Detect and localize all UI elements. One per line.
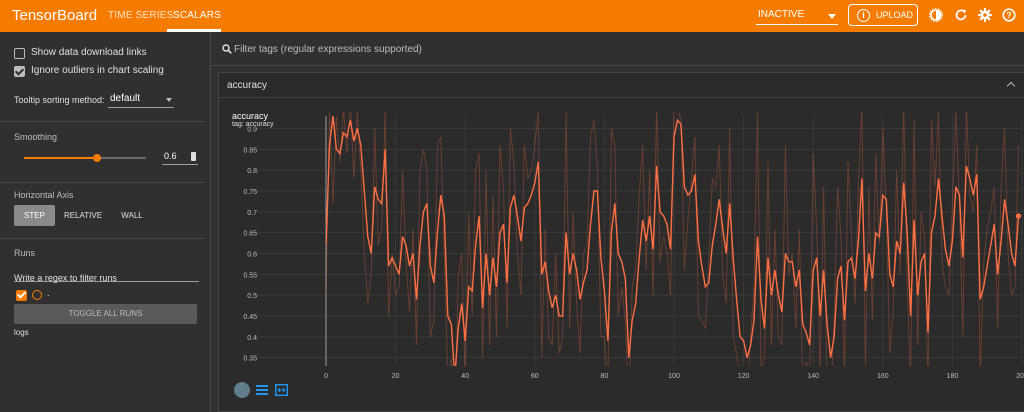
chevron-up-icon[interactable]	[1006, 81, 1016, 91]
y-tick-label: 0.5	[247, 293, 257, 300]
smoothing-slider-thumb[interactable]	[93, 154, 102, 162]
runs-filter-placeholder: Write a regex to filter runs	[14, 273, 117, 283]
y-tick-label: 0.75	[243, 189, 257, 196]
x-tick-label: 20	[392, 373, 400, 380]
settings-gear-icon[interactable]	[978, 8, 992, 22]
run-color-circle-icon[interactable]	[32, 290, 42, 300]
show-download-checkbox[interactable]	[14, 48, 25, 59]
x-tick-label: 0	[324, 373, 328, 380]
chevron-down-icon	[166, 98, 172, 102]
tooltip-sorting-value: default	[110, 93, 141, 104]
runs-title: Runs	[14, 248, 36, 258]
smoothing-title: Smoothing	[14, 132, 58, 142]
y-tick-label: 0.45	[243, 314, 257, 321]
fullscreen-toggle-icon[interactable]	[234, 382, 250, 398]
ignore-outliers-label: Ignore outliers in chart scaling	[31, 65, 164, 76]
y-tick-label: 0.55	[243, 272, 257, 279]
show-download-label: Show data download links	[31, 47, 147, 58]
last-point-marker	[1015, 213, 1022, 219]
upload-label: UPLOAD	[876, 10, 914, 20]
smoothing-input[interactable]: 0.6	[162, 149, 198, 165]
card-title: accuracy	[227, 80, 268, 91]
horizontal-axis-title: Horizontal Axis	[14, 190, 74, 200]
spinner-icon[interactable]	[191, 152, 196, 161]
x-tick-label: 120	[738, 373, 750, 380]
top-app-bar: TensorBoard TIME SERIES SCALARS INACTIVE…	[0, 0, 1024, 32]
smoothing-value: 0.6	[164, 151, 177, 161]
search-icon	[222, 44, 232, 54]
x-tick-label: 60	[531, 373, 539, 380]
accuracy-chart[interactable]: 0.35 0.4 0.45 0.5 0.55 0.6 0.65 0.7 0.75 0.8 0.85 0…	[219, 98, 1024, 412]
tooltip-sorting-select[interactable]: default	[108, 92, 174, 108]
tag-filter-placeholder: Filter tags (regular expressions support…	[234, 44, 422, 55]
reload-icon[interactable]	[954, 8, 968, 22]
x-tick-label: 40	[461, 373, 469, 380]
fit-domain-icon[interactable]	[275, 384, 288, 396]
inactive-plugins-select[interactable]: INACTIVE	[756, 7, 838, 25]
axis-step-button[interactable]: STEP	[14, 205, 55, 226]
accuracy-card-header[interactable]: accuracy	[218, 72, 1024, 98]
help-icon[interactable]: ?	[1002, 8, 1016, 22]
y-tick-label: 0.7	[247, 210, 257, 217]
y-tick-label: 0.8	[247, 168, 257, 175]
y-tick-label: 0.6	[247, 252, 257, 259]
ignore-outliers-checkbox[interactable]	[14, 66, 25, 77]
y-tick-label: 0.4	[247, 335, 257, 342]
runs-filter-input[interactable]: Write a regex to filter runs	[14, 268, 199, 283]
toggle-all-runs-button[interactable]: TOGGLE ALL RUNS	[14, 304, 197, 324]
run-checkbox[interactable]	[16, 290, 27, 301]
chart-title: accuracy	[232, 111, 269, 121]
tag-filter-bar[interactable]: Filter tags (regular expressions support…	[211, 32, 1024, 66]
scalar-chart-card: 0.35 0.4 0.45 0.5 0.55 0.6 0.65 0.7 0.75 0.8 0.85 0…	[218, 98, 1024, 412]
theme-toggle-icon[interactable]	[929, 8, 943, 22]
y-tick-label: 0.65	[243, 231, 257, 238]
tab-scalars[interactable]: SCALARS	[173, 10, 222, 21]
y-tick-label: 0.35	[243, 356, 257, 363]
settings-sidebar: Show data download links Ignore outliers…	[0, 32, 210, 412]
tooltip-sorting-label: Tooltip sorting method:	[14, 95, 105, 105]
logdir-label: logs	[14, 328, 29, 337]
log-scale-toggle-icon[interactable]	[256, 385, 268, 395]
smoothed-series-line	[326, 115, 1020, 366]
tab-time-series[interactable]: TIME SERIES	[108, 10, 174, 21]
y-tick-label: 0.85	[243, 147, 257, 154]
run-name: .	[47, 288, 50, 298]
x-tick-label: 200	[1016, 373, 1024, 380]
x-tick-label: 180	[947, 373, 959, 380]
svg-text:?: ?	[1006, 10, 1011, 20]
axis-wall-button[interactable]: WALL	[121, 211, 143, 220]
divider	[0, 238, 205, 239]
smoothing-slider-fill	[24, 157, 98, 159]
x-tick-label: 80	[601, 373, 609, 380]
x-tick-label: 160	[877, 373, 889, 380]
inactive-select-value: INACTIVE	[758, 9, 805, 20]
chart-subtitle: tag: accuracy	[232, 121, 274, 128]
active-tab-indicator	[167, 29, 221, 32]
divider	[0, 121, 205, 122]
x-tick-label: 140	[807, 373, 819, 380]
divider	[0, 182, 205, 183]
main-content: Filter tags (regular expressions support…	[210, 32, 1024, 412]
upload-button[interactable]: i UPLOAD	[848, 4, 918, 26]
y-tick-label: 0.9	[247, 127, 257, 134]
app-brand: TensorBoard	[12, 7, 98, 24]
x-tick-label: 100	[668, 373, 680, 380]
info-icon: i	[857, 9, 870, 22]
axis-relative-button[interactable]: RELATIVE	[63, 211, 103, 220]
chevron-down-icon	[828, 14, 836, 19]
